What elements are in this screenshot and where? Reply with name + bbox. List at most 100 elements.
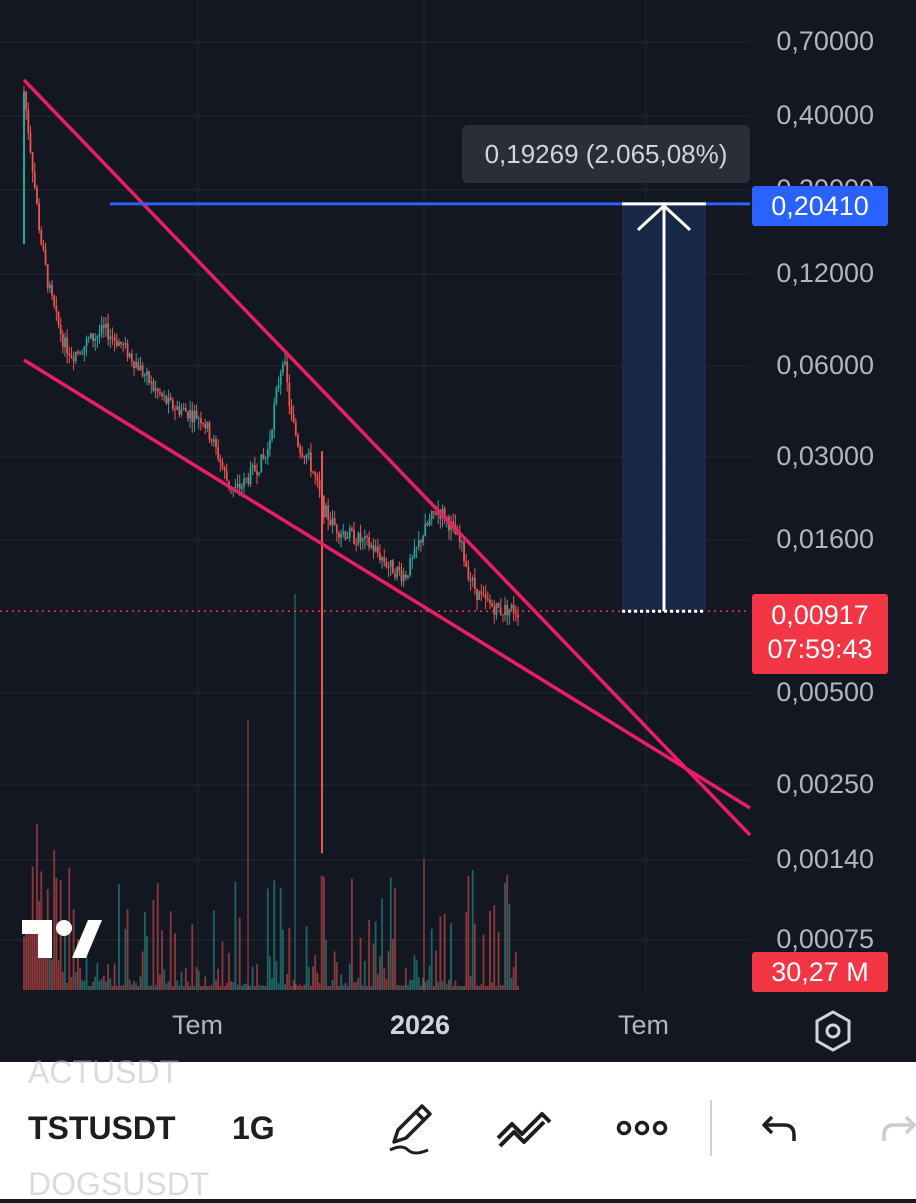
trend-lines-icon[interactable] [494,1100,554,1156]
target-price-tag: 0,20410 [752,186,888,226]
candle-body [411,557,414,559]
time-tick-label: Tem [618,1010,670,1040]
candle-body [163,395,166,397]
chart-area[interactable]: 0,700000,400000,200000,120000,060000,030… [0,0,916,1062]
volume-bar [191,923,194,990]
volume-bar [439,916,442,990]
candle-body [473,577,476,589]
candle-body [29,132,32,153]
undo-icon[interactable] [750,1100,810,1156]
volume-bar [454,980,457,990]
candle-body [385,561,388,567]
volume-bar [94,976,97,990]
candle-body [64,337,66,348]
candle-body [87,338,90,340]
toolbar-divider [710,1100,712,1156]
candle-body [197,418,200,420]
volume-bar [366,985,368,990]
candle-body [443,508,446,520]
candle-body [335,524,338,533]
candle-body [169,397,172,401]
volume-bar [476,985,478,990]
candle-body [417,540,420,548]
volume-bar [245,983,248,990]
volume-bar [161,930,163,990]
volume-bar [189,985,192,990]
candle-body [236,483,239,487]
candle-body [156,388,159,392]
volume-bar [484,985,487,990]
next-symbol[interactable]: DOGSUSDT [28,1166,210,1202]
volume-bar [435,950,437,990]
candle-body [355,543,358,545]
volume-bar [174,933,176,990]
volume-bar [66,982,69,990]
current-symbol[interactable]: TSTUSDT [28,1110,176,1146]
volume-bar [130,984,133,990]
volume-bar [243,984,245,990]
pencil-icon[interactable] [380,1100,440,1156]
candle-body [159,391,161,394]
candle-body [38,203,41,231]
volume-bar [126,909,129,990]
candle-body [512,604,515,614]
volume-bar [120,985,122,990]
candle-body [381,557,383,561]
volume-bar [55,878,58,990]
more-icon[interactable] [612,1100,672,1156]
candle-body [148,371,151,384]
candle-body [68,353,71,356]
candle-body [118,341,120,346]
volume-bar [286,974,289,990]
volume-bar [92,981,94,990]
volume-bar [383,967,386,990]
volume-bar [465,911,468,990]
candle-body [215,439,217,448]
candle-body [195,410,198,419]
candle-body [40,230,43,245]
volume-bar [53,850,56,990]
price-chart[interactable] [0,0,916,1062]
candle-body [219,459,222,463]
volume-bar [64,920,66,990]
candle-body [83,346,86,354]
chart-settings-icon[interactable] [810,1008,856,1054]
volume-bar [355,981,358,990]
candle-body [357,532,360,545]
candle-body [55,305,58,312]
candle-body [327,505,330,521]
candle-body [85,339,88,347]
volume-bar [204,976,207,990]
candle-body [130,353,133,362]
tradingview-logo-icon[interactable] [22,918,102,965]
candle-body [273,403,276,430]
volume-bars [23,594,519,990]
interval-button[interactable]: 1G [232,1110,275,1146]
volume-bar [240,985,243,990]
candle-body [407,575,409,578]
volume-bar [510,977,513,990]
volume-bar [215,980,217,990]
volume-bar [443,913,446,990]
candle-body [243,478,245,487]
candle-body [305,454,308,458]
volume-bar [258,985,261,990]
redo-icon[interactable] [868,1100,916,1156]
candle-body [467,566,470,580]
time-tick-label: Tem [172,1010,224,1040]
candle-body [368,537,371,548]
volume-bar [493,905,496,990]
volume-bar [424,982,427,990]
volume-bar [178,985,181,990]
volume-bar [113,963,116,990]
candle-body [463,541,465,562]
candle-body [314,472,317,477]
candle-body [46,264,49,289]
volume-bar [363,960,366,990]
volume-bar [33,921,36,990]
candle-body [240,486,243,489]
candle-body [402,574,405,582]
prev-symbol[interactable]: ACTUSDT [28,1054,180,1090]
candle-body [199,418,202,424]
candle-body [260,454,263,473]
